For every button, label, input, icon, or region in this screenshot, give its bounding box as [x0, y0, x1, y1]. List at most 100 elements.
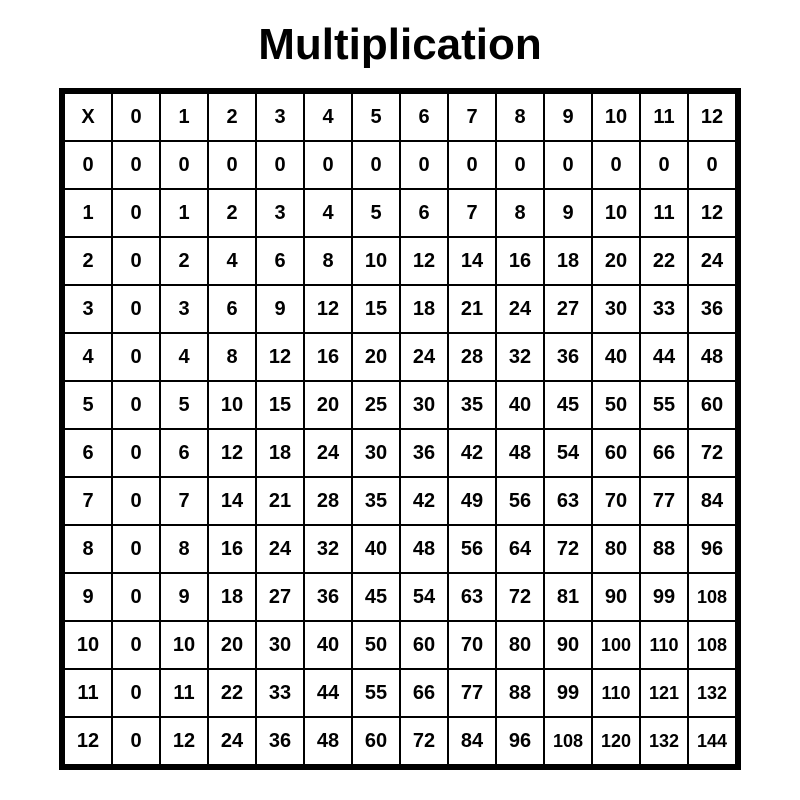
- table-cell: 24: [256, 525, 304, 573]
- table-cell: 33: [640, 285, 688, 333]
- table-cell: 24: [208, 717, 256, 765]
- table-cell: 60: [688, 381, 736, 429]
- col-header: 2: [208, 93, 256, 141]
- table-cell: 88: [496, 669, 544, 717]
- table-cell: 0: [496, 141, 544, 189]
- table-cell: 0: [112, 429, 160, 477]
- table-cell: 60: [400, 621, 448, 669]
- row-header: 4: [64, 333, 112, 381]
- table-cell: 0: [352, 141, 400, 189]
- table-cell: 48: [496, 429, 544, 477]
- table-cell: 0: [112, 333, 160, 381]
- table-cell: 80: [496, 621, 544, 669]
- row-header: 5: [64, 381, 112, 429]
- table-cell: 108: [544, 717, 592, 765]
- row-header: 12: [64, 717, 112, 765]
- table-cell: 66: [640, 429, 688, 477]
- table-cell: 12: [304, 285, 352, 333]
- table-cell: 0: [400, 141, 448, 189]
- table-cell: 120: [592, 717, 640, 765]
- col-header: 6: [400, 93, 448, 141]
- table-cell: 22: [640, 237, 688, 285]
- page-title: Multiplication: [258, 20, 542, 70]
- row-header: 11: [64, 669, 112, 717]
- table-cell: 4: [160, 333, 208, 381]
- table-cell: 0: [112, 477, 160, 525]
- col-header: 1: [160, 93, 208, 141]
- table-cell: 32: [496, 333, 544, 381]
- table-cell: 48: [688, 333, 736, 381]
- table-cell: 21: [256, 477, 304, 525]
- table-cell: 0: [112, 237, 160, 285]
- multiplication-table-wrap: X012345678910111200000000000000101234567…: [59, 88, 741, 770]
- table-cell: 12: [160, 717, 208, 765]
- col-header: 7: [448, 93, 496, 141]
- table-cell: 8: [496, 189, 544, 237]
- table-cell: 77: [448, 669, 496, 717]
- table-cell: 20: [352, 333, 400, 381]
- table-cell: 0: [112, 669, 160, 717]
- table-cell: 20: [304, 381, 352, 429]
- table-cell: 88: [640, 525, 688, 573]
- table-cell: 0: [592, 141, 640, 189]
- table-cell: 108: [688, 621, 736, 669]
- table-cell: 35: [448, 381, 496, 429]
- table-cell: 0: [160, 141, 208, 189]
- table-cell: 27: [256, 573, 304, 621]
- col-header: 3: [256, 93, 304, 141]
- table-cell: 30: [256, 621, 304, 669]
- table-cell: 8: [160, 525, 208, 573]
- table-cell: 0: [112, 525, 160, 573]
- table-cell: 56: [496, 477, 544, 525]
- table-cell: 4: [304, 189, 352, 237]
- table-cell: 48: [304, 717, 352, 765]
- row-header: 1: [64, 189, 112, 237]
- table-cell: 6: [256, 237, 304, 285]
- table-cell: 18: [544, 237, 592, 285]
- table-cell: 99: [544, 669, 592, 717]
- table-cell: 24: [688, 237, 736, 285]
- table-cell: 84: [688, 477, 736, 525]
- table-cell: 70: [448, 621, 496, 669]
- table-cell: 16: [496, 237, 544, 285]
- table-cell: 18: [208, 573, 256, 621]
- table-cell: 9: [256, 285, 304, 333]
- table-cell: 42: [400, 477, 448, 525]
- row-header: 2: [64, 237, 112, 285]
- row-header: 3: [64, 285, 112, 333]
- table-cell: 30: [592, 285, 640, 333]
- table-cell: 24: [400, 333, 448, 381]
- table-cell: 45: [544, 381, 592, 429]
- table-cell: 0: [112, 189, 160, 237]
- table-cell: 72: [400, 717, 448, 765]
- table-cell: 72: [496, 573, 544, 621]
- table-cell: 7: [448, 189, 496, 237]
- table-cell: 9: [160, 573, 208, 621]
- page: Multiplication X012345678910111200000000…: [0, 0, 800, 800]
- table-cell: 27: [544, 285, 592, 333]
- table-cell: 35: [352, 477, 400, 525]
- table-cell: 0: [112, 141, 160, 189]
- table-cell: 0: [448, 141, 496, 189]
- table-cell: 70: [592, 477, 640, 525]
- table-cell: 16: [208, 525, 256, 573]
- table-cell: 21: [448, 285, 496, 333]
- table-cell: 24: [496, 285, 544, 333]
- table-cell: 12: [400, 237, 448, 285]
- table-cell: 0: [112, 717, 160, 765]
- table-cell: 22: [208, 669, 256, 717]
- table-cell: 36: [304, 573, 352, 621]
- table-corner: X: [64, 93, 112, 141]
- table-cell: 14: [448, 237, 496, 285]
- table-cell: 63: [544, 477, 592, 525]
- table-cell: 6: [400, 189, 448, 237]
- table-cell: 132: [640, 717, 688, 765]
- table-cell: 28: [448, 333, 496, 381]
- table-cell: 16: [304, 333, 352, 381]
- table-cell: 0: [112, 573, 160, 621]
- col-header: 5: [352, 93, 400, 141]
- table-cell: 44: [304, 669, 352, 717]
- table-cell: 110: [640, 621, 688, 669]
- table-cell: 24: [304, 429, 352, 477]
- table-cell: 90: [544, 621, 592, 669]
